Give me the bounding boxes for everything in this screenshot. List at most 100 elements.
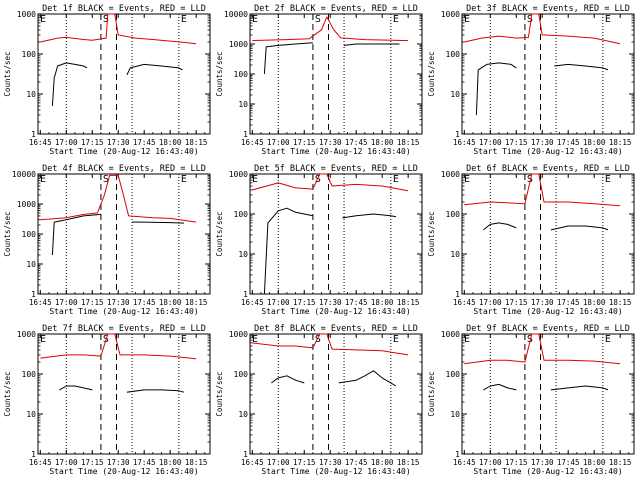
x-tick-label: 18:15 <box>397 138 420 147</box>
end-marker-label: E <box>181 14 187 25</box>
x-tick-label: 18:00 <box>159 138 182 147</box>
x-tick-label: 17:15 <box>505 298 528 307</box>
y-tick-label: 1 <box>243 450 248 459</box>
start-marker-label: S <box>527 174 533 185</box>
events-series-line <box>342 213 397 219</box>
y-tick-label: 1 <box>243 130 248 139</box>
y-tick-label: 1000 <box>17 330 36 339</box>
end-marker-label: E <box>605 334 611 345</box>
x-axis-label: Start Time (20-Aug-12 16:43:40) <box>473 147 622 156</box>
x-tick-label: 17:45 <box>345 458 368 467</box>
y-tick-label: 10000 <box>12 170 36 179</box>
end-marker-label: E <box>252 14 258 25</box>
y-axis-label: Counts/sec <box>215 211 224 256</box>
x-tick-label: 18:15 <box>397 298 420 307</box>
detector-panel: Det 4f BLACK = Events, RED = LLD 1 10 100 10… <box>3 164 211 316</box>
x-tick-label: 18:00 <box>159 458 182 467</box>
x-tick-label: 17:30 <box>531 458 554 467</box>
y-tick-label: 10 <box>450 250 460 259</box>
x-tick-label: 17:45 <box>133 458 156 467</box>
y-axis-label: Counts/sec <box>427 51 436 96</box>
chart-title: Det 1f BLACK = Events, RED = LLD <box>42 4 206 14</box>
events-series-line <box>126 389 185 393</box>
x-tick-label: 17:00 <box>55 458 78 467</box>
x-tick-label: 17:15 <box>505 458 528 467</box>
x-tick-label: 17:15 <box>293 298 316 307</box>
y-tick-label: 10 <box>26 90 36 99</box>
chart-title: Det 3f BLACK = Events, RED = LLD <box>466 4 630 14</box>
y-axis-label: Counts/sec <box>3 51 12 96</box>
x-tick-label: 17:15 <box>81 458 104 467</box>
y-tick-label: 100 <box>234 210 249 219</box>
events-series-line <box>550 225 609 231</box>
lld-series-line <box>252 333 409 356</box>
events-series-line <box>132 221 185 224</box>
x-tick-label: 17:00 <box>55 298 78 307</box>
plot-frame <box>461 13 635 135</box>
events-series-line <box>338 370 397 387</box>
x-tick-label: 18:00 <box>371 458 394 467</box>
events-series-line <box>51 213 101 256</box>
y-tick-label: 100 <box>22 230 37 239</box>
x-tick-label: 17:30 <box>531 298 554 307</box>
events-series-line <box>554 63 609 71</box>
events-series-line <box>475 62 517 115</box>
x-tick-label: 16:45 <box>29 298 52 307</box>
plot-frame <box>37 173 211 295</box>
y-tick-label: 1000 <box>441 10 460 19</box>
y-axis-label: Counts/sec <box>215 371 224 416</box>
y-tick-label: 10000 <box>224 10 248 19</box>
x-tick-label: 17:15 <box>293 458 316 467</box>
y-tick-label: 10 <box>238 100 248 109</box>
chart-title: Det 9f BLACK = Events, RED = LLD <box>466 324 630 334</box>
x-tick-label: 18:00 <box>371 298 394 307</box>
start-marker-label: S <box>103 14 109 25</box>
end-marker-label: E <box>393 174 399 185</box>
events-series-line <box>483 222 517 231</box>
x-tick-label: 16:45 <box>453 138 476 147</box>
y-tick-label: 1 <box>31 450 36 459</box>
y-tick-label: 1000 <box>441 330 460 339</box>
y-tick-label: 10 <box>238 250 248 259</box>
detector-panel: Det 2f BLACK = Events, RED = LLD 1 10 100 10… <box>215 4 423 156</box>
x-tick-label: 17:45 <box>345 138 368 147</box>
plot-frame <box>461 333 635 455</box>
y-tick-label: 10 <box>450 410 460 419</box>
x-axis-label: Start Time (20-Aug-12 16:43:40) <box>261 467 410 476</box>
end-marker-label: E <box>393 334 399 345</box>
y-tick-label: 10 <box>26 260 36 269</box>
start-marker-label: S <box>315 14 321 25</box>
y-tick-label: 10 <box>238 410 248 419</box>
start-marker-label: S <box>103 174 109 185</box>
x-tick-label: 17:45 <box>557 458 580 467</box>
x-tick-label: 17:00 <box>267 458 290 467</box>
y-axis-label: Counts/sec <box>3 211 12 256</box>
end-marker-label: E <box>605 174 611 185</box>
events-series-line <box>271 375 305 384</box>
events-series-line <box>263 42 313 75</box>
x-tick-label: 17:00 <box>479 458 502 467</box>
end-marker-label: E <box>181 174 187 185</box>
x-tick-label: 17:00 <box>479 298 502 307</box>
x-axis-label: Start Time (20-Aug-12 16:43:40) <box>261 307 410 316</box>
chart-title: Det 5f BLACK = Events, RED = LLD <box>254 164 418 174</box>
y-tick-label: 1000 <box>229 170 248 179</box>
events-series-line <box>483 383 517 391</box>
x-axis-label: Start Time (20-Aug-12 16:43:40) <box>261 147 410 156</box>
chart-title: Det 6f BLACK = Events, RED = LLD <box>466 164 630 174</box>
y-tick-label: 1000 <box>229 40 248 49</box>
plot-frame <box>461 173 635 295</box>
x-tick-label: 18:15 <box>397 458 420 467</box>
start-marker-label: S <box>527 14 533 25</box>
y-tick-label: 1 <box>455 450 460 459</box>
x-axis-label: Start Time (20-Aug-12 16:43:40) <box>473 307 622 316</box>
x-tick-label: 18:00 <box>583 458 606 467</box>
x-tick-label: 16:45 <box>453 458 476 467</box>
plot-frame <box>37 333 211 455</box>
x-tick-label: 16:45 <box>241 298 264 307</box>
x-axis-label: Start Time (20-Aug-12 16:43:40) <box>49 467 198 476</box>
x-tick-label: 17:45 <box>557 298 580 307</box>
end-marker-label: E <box>464 14 470 25</box>
y-tick-label: 100 <box>446 50 461 59</box>
x-tick-label: 18:00 <box>159 298 182 307</box>
